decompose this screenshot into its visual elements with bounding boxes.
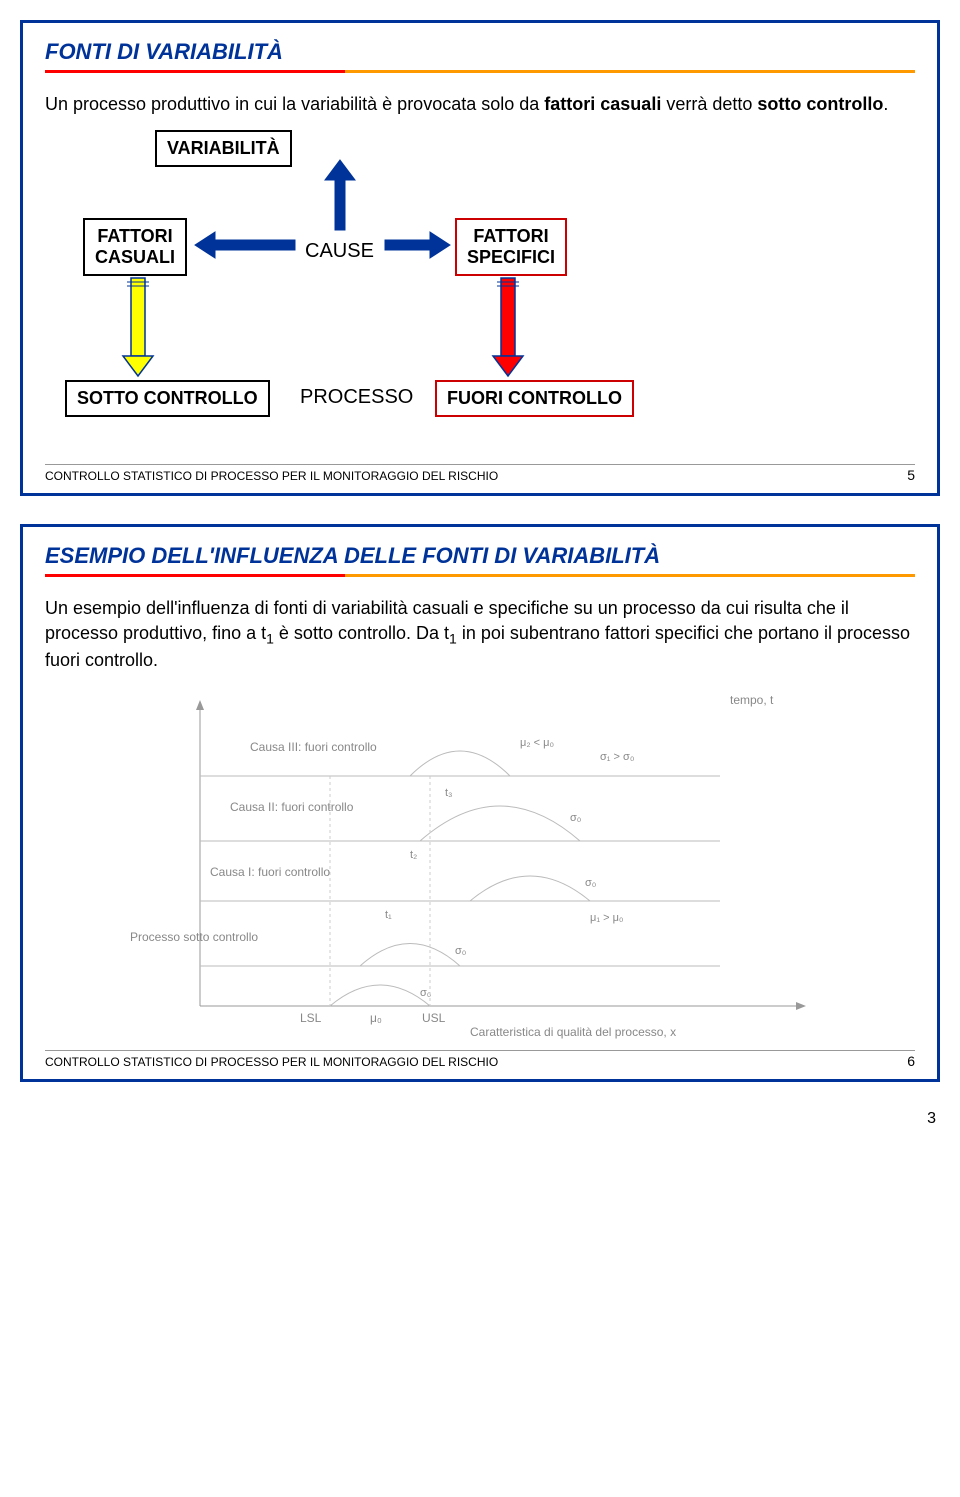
arrow-down-yellow xyxy=(123,278,153,376)
flow-diagram: VARIABILITÀ FATTORI CASUALI CAUSE FATTOR… xyxy=(45,130,915,460)
mu1: μ₁ > μ₀ xyxy=(590,912,624,924)
title-underline xyxy=(45,573,915,577)
footer-text: CONTROLLO STATISTICO DI PROCESSO PER IL … xyxy=(45,1055,498,1069)
page-number: 3 xyxy=(20,1110,940,1128)
slide-title: FONTI DI VARIABILITÀ xyxy=(45,39,915,65)
intro-a: Un processo produttivo in cui la variabi… xyxy=(45,94,544,114)
usl: USL xyxy=(422,1011,446,1025)
para-b: è sotto controllo. Da t xyxy=(274,623,449,643)
intro-c: . xyxy=(883,94,888,114)
intro-bold-2: sotto controllo xyxy=(757,94,883,114)
causa1: Causa I: fuori controllo xyxy=(210,865,330,879)
arrow-horiz-blue xyxy=(195,232,450,258)
lsl: LSL xyxy=(300,1011,322,1025)
arrow-down-red xyxy=(493,278,523,376)
intro-bold-1: fattori casuali xyxy=(544,94,661,114)
proc-sc: Processo sotto controllo xyxy=(130,930,258,944)
footer-num: 5 xyxy=(907,467,915,483)
slide-title: ESEMPIO DELL'INFLUENZA DELLE FONTI DI VA… xyxy=(45,543,915,569)
sigma1-top: σ₁ > σ₀ xyxy=(600,751,634,763)
ylabel: tempo, t xyxy=(730,693,774,707)
slide-footer: CONTROLLO STATISTICO DI PROCESSO PER IL … xyxy=(45,464,915,483)
footer-text: CONTROLLO STATISTICO DI PROCESSO PER IL … xyxy=(45,469,498,483)
para-sub2: 1 xyxy=(449,630,457,646)
x-label: Caratteristica di qualità del processo, … xyxy=(470,1025,676,1039)
causa2: Causa II: fuori controllo xyxy=(230,800,354,814)
intro-b: verrà detto xyxy=(661,94,757,114)
chart-area: tempo, t Causa III: fuori controllo μ₂ <… xyxy=(100,686,860,1046)
slide-5: FONTI DI VARIABILITÀ Un processo produtt… xyxy=(20,20,940,496)
sigma0-r2: σ₀ xyxy=(585,877,596,889)
mu0: μ₀ xyxy=(370,1011,382,1025)
t1: t₁ xyxy=(385,909,392,921)
causa3: Causa III: fuori controllo xyxy=(250,740,377,754)
chart-svg: tempo, t Causa III: fuori controllo μ₂ <… xyxy=(100,686,860,1046)
title-underline xyxy=(45,69,915,73)
slide-6: ESEMPIO DELL'INFLUENZA DELLE FONTI DI VA… xyxy=(20,524,940,1082)
footer-num: 6 xyxy=(907,1053,915,1069)
mu2: μ₂ < μ₀ xyxy=(520,737,554,749)
t2: t₂ xyxy=(410,849,417,861)
para-text: Un esempio dell'influenza di fonti di va… xyxy=(45,596,915,672)
sigma0-r3: σ₀ xyxy=(570,812,581,824)
sigma0-r1: σ₀ xyxy=(455,945,466,957)
intro-text: Un processo produttivo in cui la variabi… xyxy=(45,92,915,116)
para-sub1: 1 xyxy=(266,630,274,646)
slide-footer: CONTROLLO STATISTICO DI PROCESSO PER IL … xyxy=(45,1050,915,1069)
t3: t₃ xyxy=(445,787,453,799)
arrows-layer xyxy=(45,130,685,430)
arrow-up-blue xyxy=(325,160,355,230)
